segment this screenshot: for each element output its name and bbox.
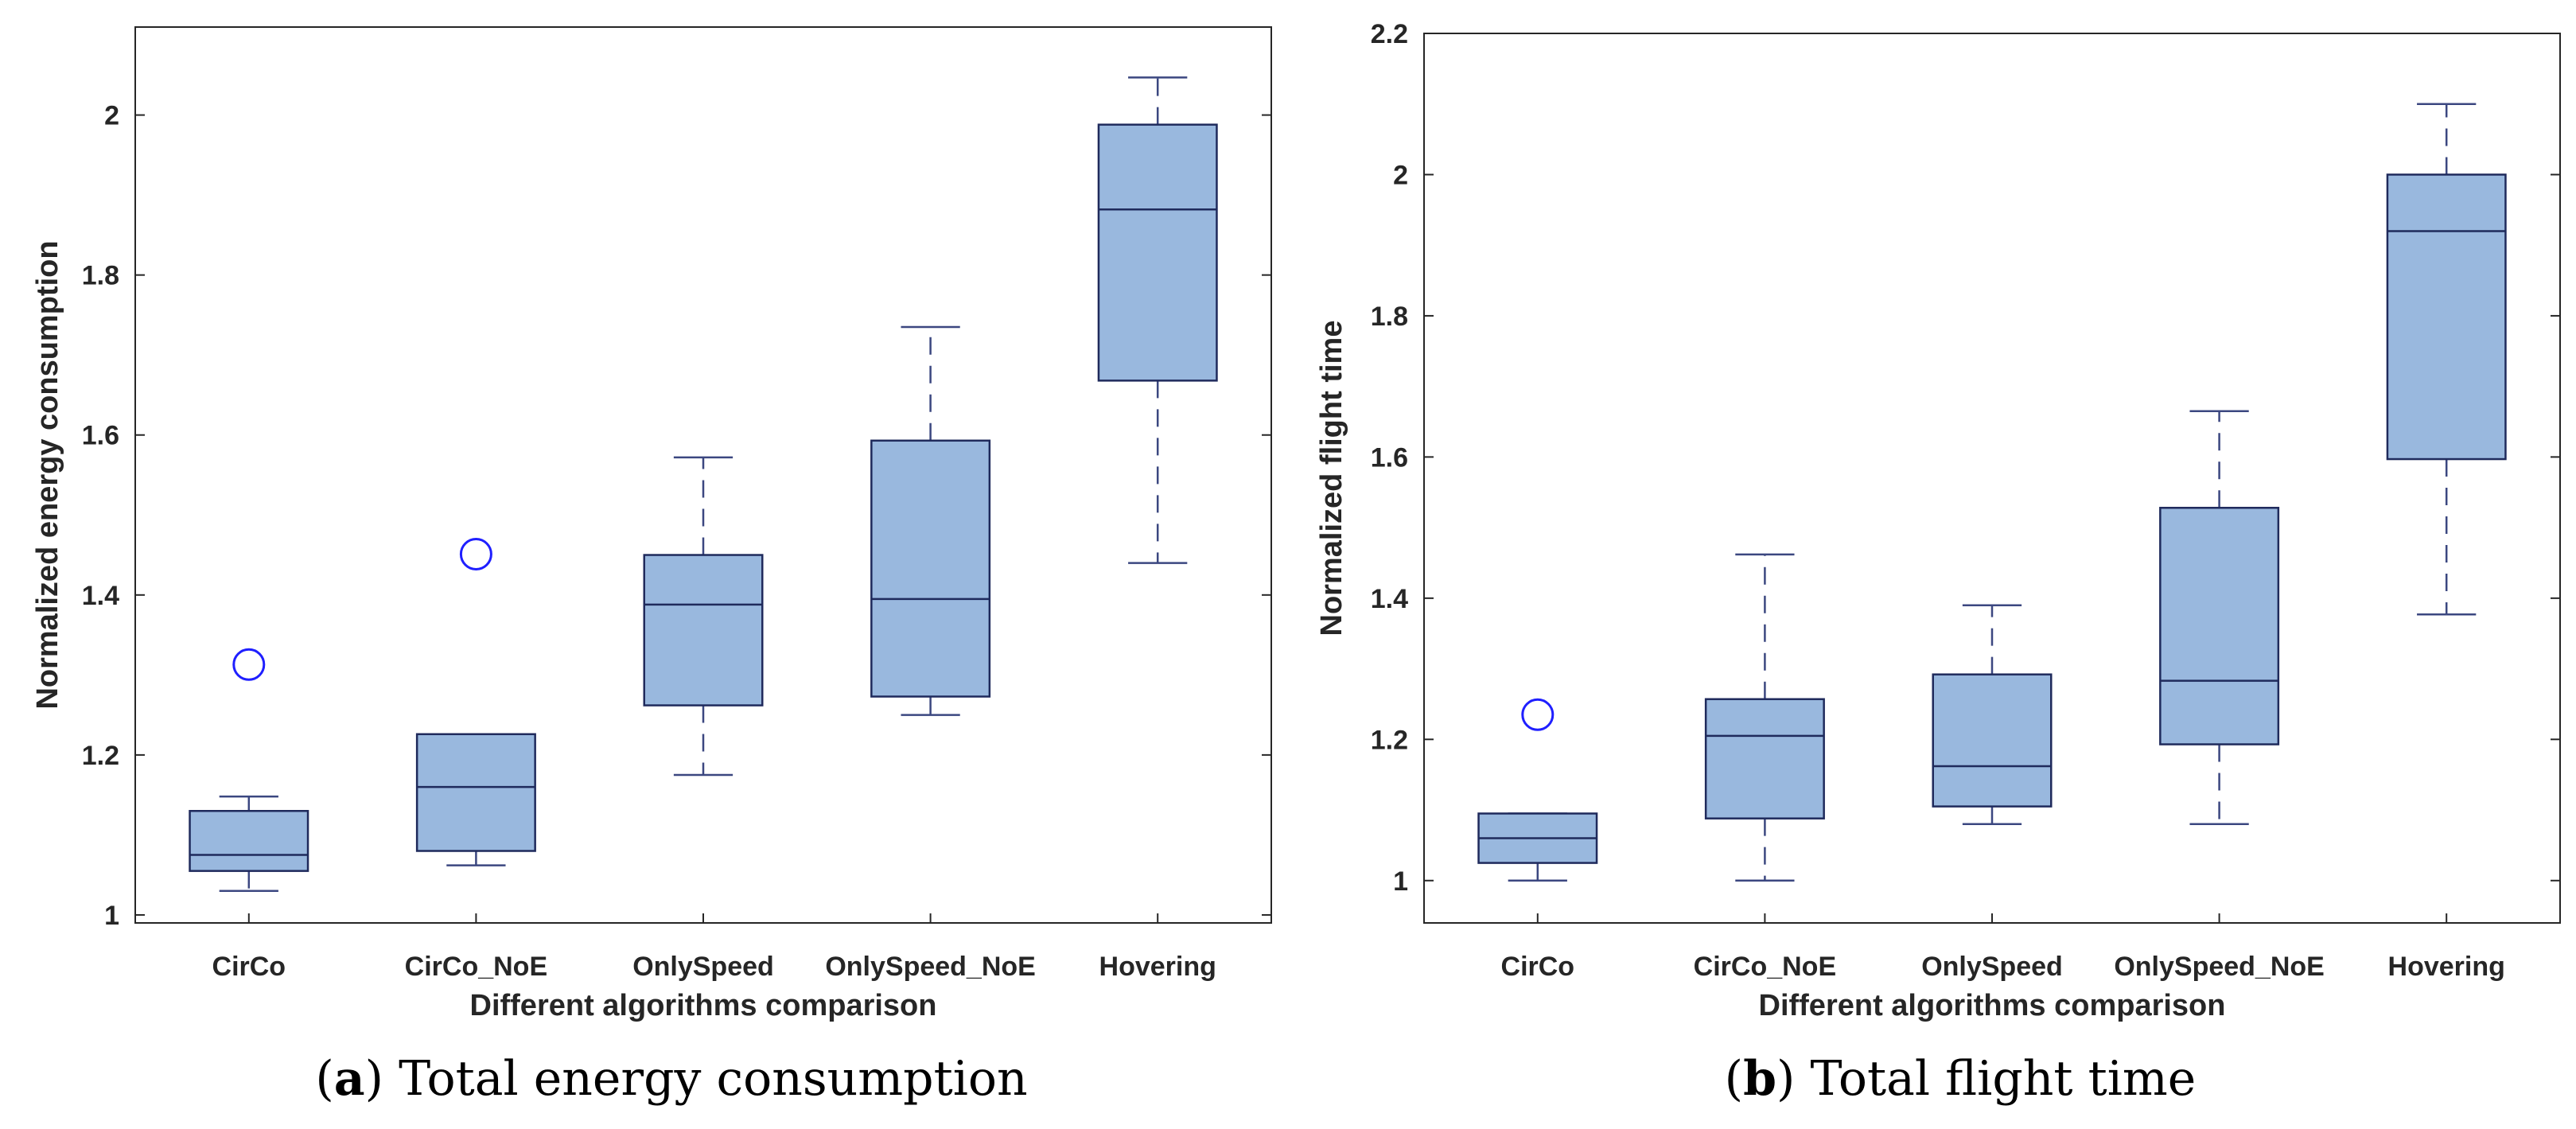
outlier-point (1521, 698, 1555, 731)
y-tick-label: 1.4 (82, 581, 119, 611)
caption-letter: a (334, 1051, 365, 1107)
x-tick-label: Hovering (2388, 952, 2505, 982)
boxplot-series (189, 76, 1218, 893)
box-circo-noe (1704, 553, 1825, 882)
box-onlyspeed (1932, 604, 2053, 826)
y-axis-label: Normalized flight time (1315, 321, 1348, 637)
box-onlyspeed-noe (870, 325, 991, 716)
panel-b-flight-time: 1 1.2 1.4 1.6 1.8 2 2.2 CirCo CirCo_NoE OnlySpee… (1315, 19, 2561, 1107)
box-onlyspeed-noe (2159, 410, 2280, 826)
y-tick-label: 1.2 (1371, 725, 1408, 755)
x-tick-label: CirCo (212, 952, 286, 982)
y-tick-label: 2 (1393, 160, 1408, 190)
x-tick-label: OnlySpeed_NoE (2114, 952, 2325, 982)
iqr-box (643, 554, 764, 707)
y-tick-label: 1.4 (1371, 584, 1408, 614)
y-axis-ticks: 1 1.2 1.4 1.6 1.8 2 2.2 (1371, 19, 2560, 897)
box-circo (189, 648, 309, 893)
outlier-point (232, 648, 266, 681)
y-tick-label: 1.8 (82, 261, 119, 291)
x-tick-label: OnlySpeed (1921, 952, 2063, 982)
x-tick-label: CirCo_NoE (1694, 952, 1836, 982)
iqr-box (1932, 673, 2053, 808)
x-axis-label: Different algorithms comparison (470, 989, 937, 1022)
boxplot-series (1477, 103, 2507, 882)
iqr-box (2159, 507, 2280, 746)
caption-text: Total flight time (1811, 1051, 2197, 1107)
x-axis-ticks: CirCo CirCo_NoE OnlySpeed OnlySpeed_NoE Hove… (1501, 913, 2505, 982)
x-tick-label: CirCo (1501, 952, 1575, 982)
y-tick-label: 2 (104, 101, 119, 131)
x-axis-label: Different algorithms comparison (1759, 989, 2226, 1022)
y-tick-label: 1.8 (1371, 302, 1408, 332)
caption-b: (b) Total flight time (1725, 1051, 2197, 1107)
caption-letter: b (1743, 1051, 1776, 1107)
iqr-box (415, 733, 536, 852)
caption-a: (a) Total energy consumption (315, 1051, 1027, 1107)
box-circo (1477, 698, 1598, 882)
x-axis-ticks: CirCo CirCo_NoE OnlySpeed OnlySpeed_NoE Hove… (212, 913, 1216, 982)
y-tick-label: 1.6 (1371, 442, 1408, 473)
iqr-box (2386, 173, 2507, 461)
y-tick-label: 1.2 (82, 741, 119, 771)
x-tick-label: Hovering (1099, 952, 1216, 982)
outlier-point (459, 538, 492, 571)
y-tick-label: 1 (1393, 866, 1408, 897)
x-tick-label: OnlySpeed (632, 952, 774, 982)
iqr-box (1097, 123, 1218, 382)
y-tick-label: 1 (104, 901, 119, 931)
caption-text: Total energy consumption (399, 1051, 1028, 1107)
y-tick-label: 2.2 (1371, 19, 1408, 49)
box-hovering (2386, 103, 2507, 616)
box-circo-noe (415, 538, 536, 866)
x-tick-label: OnlySpeed_NoE (825, 952, 1036, 982)
iqr-box (189, 810, 309, 872)
y-axis-ticks: 1 1.2 1.4 1.6 1.8 2 (82, 101, 1271, 931)
iqr-box (1704, 698, 1825, 819)
box-hovering (1097, 76, 1218, 564)
iqr-box (870, 439, 991, 698)
panel-a-energy: 1 1.2 1.4 1.6 1.8 2 CirCo CirCo_NoE OnlySpeed On… (31, 26, 1272, 1107)
x-tick-label: CirCo_NoE (405, 952, 547, 982)
y-tick-label: 1.6 (82, 421, 119, 451)
y-axis-label: Normalized energy consumption (31, 240, 64, 709)
box-onlyspeed (643, 456, 764, 777)
